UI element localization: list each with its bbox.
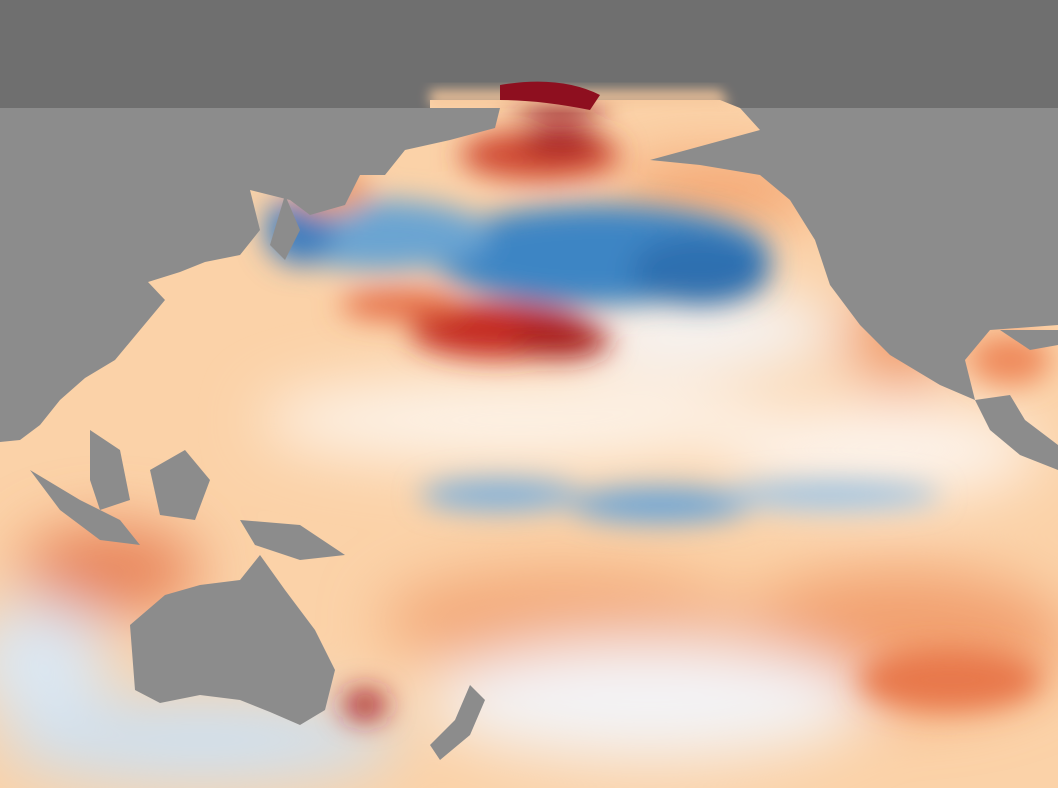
land-asia [0,108,500,442]
land-new-guinea [240,520,345,560]
land-florida [1000,330,1058,350]
arctic-anomaly [500,81,600,110]
land-japan [270,195,300,260]
land-north-america [600,108,1058,400]
land-borneo [150,450,210,520]
land-australia [130,555,335,725]
arctic-land [0,0,1058,108]
land-central-america [975,395,1058,470]
land-new-zealand [430,685,485,760]
land-indochina [90,430,130,510]
land-sumatra [30,470,140,545]
